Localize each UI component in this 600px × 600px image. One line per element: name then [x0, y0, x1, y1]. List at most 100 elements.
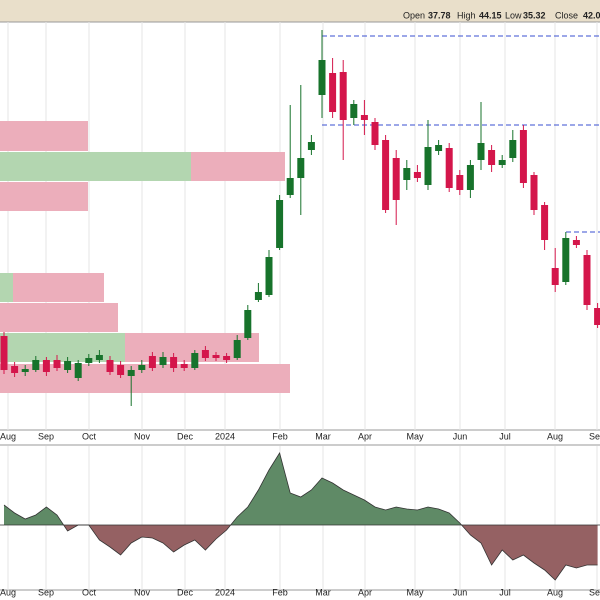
- candle-body: [498, 160, 506, 165]
- x-tick-label: Dec: [177, 587, 194, 597]
- candle-body: [201, 350, 209, 358]
- candle-body: [117, 365, 125, 375]
- x-tick-label: Oct: [82, 431, 97, 441]
- x-tick-label: Sep: [38, 431, 54, 441]
- x-tick-label: Apr: [358, 431, 372, 441]
- readout-label: Low: [505, 10, 522, 20]
- candle-body: [191, 353, 199, 368]
- readout-value: 42.0: [583, 10, 600, 20]
- candle-body: [329, 73, 337, 112]
- x-tick-label: Jul: [499, 431, 511, 441]
- candle-body: [244, 310, 252, 338]
- x-tick-label: Feb: [272, 431, 288, 441]
- candle-body: [138, 365, 146, 370]
- x-tick-label: Aug: [0, 587, 16, 597]
- candle-body: [223, 356, 231, 360]
- candle-body: [424, 147, 432, 185]
- x-tick-label: Sep: [38, 587, 54, 597]
- candle-body: [488, 150, 496, 165]
- candle-body: [0, 336, 8, 370]
- candle-body: [403, 168, 411, 180]
- candle-body: [466, 165, 474, 190]
- candle-body: [551, 268, 559, 285]
- x-tick-label: 2024: [215, 587, 235, 597]
- candle-body: [519, 130, 527, 183]
- profile-down: [191, 152, 285, 181]
- candle-body: [562, 238, 570, 282]
- candle-body: [350, 104, 358, 118]
- x-tick-label: Aug: [547, 587, 563, 597]
- candle-body: [594, 308, 600, 325]
- candle-body: [413, 172, 421, 178]
- readout-value: 37.78: [428, 10, 451, 20]
- readout-value: 35.32: [523, 10, 546, 20]
- profile-down: [0, 182, 88, 211]
- candle-body: [148, 356, 156, 368]
- candle-body: [286, 178, 294, 195]
- candle-body: [180, 364, 188, 368]
- candle-body: [106, 360, 114, 372]
- candle-body: [541, 205, 549, 240]
- readout-label: Close: [555, 10, 578, 20]
- candle-body: [212, 355, 220, 358]
- candle-body: [64, 361, 72, 370]
- oscillator-line: [3, 452, 598, 581]
- x-tick-label: Jun: [453, 587, 468, 597]
- profile-down: [0, 121, 88, 151]
- candle-body: [276, 200, 284, 248]
- candle-body: [297, 158, 305, 178]
- candle-body: [170, 357, 178, 368]
- x-tick-label: 2024: [215, 431, 235, 441]
- profile-up: [0, 152, 191, 181]
- x-tick-label: May: [406, 431, 424, 441]
- candle-body: [85, 358, 93, 363]
- readout: Open 37.78 High 44.15 Low 35.32 Close 42.0: [403, 10, 600, 20]
- x-tick-label: Sep: [589, 431, 600, 441]
- x-tick-label: Jun: [453, 431, 468, 441]
- candle-body: [21, 369, 29, 372]
- candle-body: [509, 140, 517, 158]
- x-tick-label: Nov: [134, 431, 151, 441]
- x-tick-label: Sep: [589, 587, 600, 597]
- candle-body: [456, 175, 464, 190]
- profile-up: [0, 273, 13, 302]
- candle-body: [360, 115, 368, 120]
- candle-body: [159, 357, 167, 365]
- candle-body: [11, 366, 19, 373]
- x-tick-label: May: [406, 587, 424, 597]
- candle-body: [435, 145, 443, 151]
- candle-body: [583, 255, 591, 305]
- profile-down: [13, 273, 104, 302]
- candle-body: [42, 360, 50, 372]
- candle-body: [254, 292, 262, 300]
- area-positive: [4, 453, 598, 525]
- candle-body: [382, 140, 390, 210]
- x-tick-label: Jul: [499, 587, 511, 597]
- candle-body: [233, 340, 241, 358]
- candle-body: [392, 158, 400, 200]
- profile-down: [0, 303, 118, 332]
- header-bar: [0, 0, 600, 22]
- x-tick-label: Mar: [315, 587, 331, 597]
- candle-body: [127, 370, 135, 376]
- candle-body: [530, 175, 538, 210]
- candle-body: [32, 360, 40, 370]
- readout-label: High: [457, 10, 476, 20]
- candle-body: [572, 240, 580, 245]
- candle-body: [445, 148, 453, 188]
- candle-body: [318, 60, 326, 95]
- x-tick-label: Aug: [0, 431, 16, 441]
- x-tick-label: Dec: [177, 431, 194, 441]
- profile-up: [0, 333, 125, 362]
- candle-body: [477, 143, 485, 160]
- x-tick-label: Nov: [134, 587, 151, 597]
- candle-body: [53, 360, 61, 368]
- x-tick-label: Oct: [82, 587, 97, 597]
- candle-body: [265, 257, 273, 295]
- candle-body: [307, 142, 315, 150]
- candle-body: [339, 72, 347, 120]
- candle-body: [371, 122, 379, 145]
- x-tick-label: Mar: [315, 431, 331, 441]
- readout-value: 44.15: [479, 10, 502, 20]
